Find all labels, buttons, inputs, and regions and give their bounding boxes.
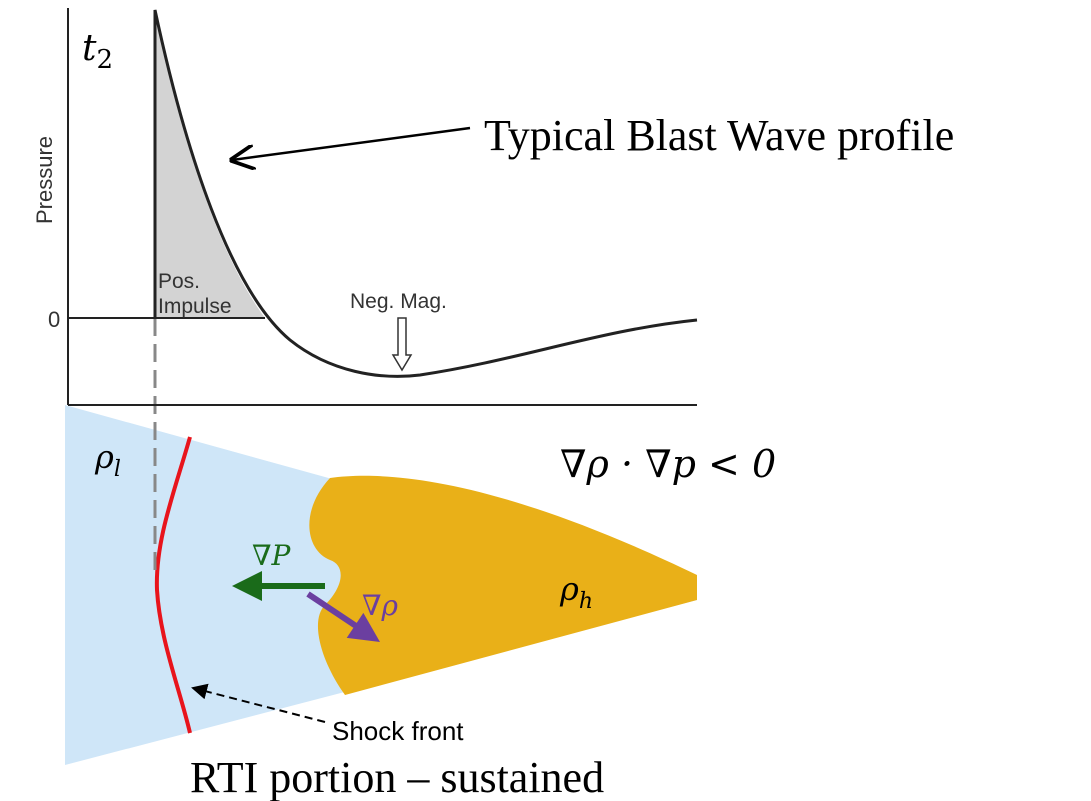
neg-mag: Neg. Mag.: [350, 290, 447, 313]
pos-impulse-2: Impulse: [158, 295, 232, 318]
condition: ∇ρ · ∇p < 0: [560, 442, 776, 486]
callout-arrow: [232, 126, 471, 160]
callout: Typical Blast Wave profile: [484, 111, 954, 160]
heavy-region: [309, 475, 697, 695]
grad-rho: ∇ρ: [362, 589, 399, 622]
pos-impulse-1: Pos.: [158, 270, 200, 293]
time-label: t2: [82, 28, 113, 75]
neg-arrow: [391, 317, 413, 372]
grad-rho-arrow: [306, 591, 380, 642]
grad-p: ∇P: [252, 539, 292, 572]
shock-line: [154, 436, 192, 734]
shock-arrow: [191, 683, 326, 723]
pressure-curve: [153, 9, 698, 378]
rho-h: ρh: [559, 570, 593, 614]
shock-front: Shock front: [332, 716, 464, 746]
impulse-area: [155, 12, 265, 318]
y-axis-label: Pressure: [32, 136, 57, 224]
rho-l: ρl: [94, 438, 121, 482]
caption: RTI portion – sustained: [190, 753, 604, 801]
zero-label: 0: [48, 307, 60, 332]
